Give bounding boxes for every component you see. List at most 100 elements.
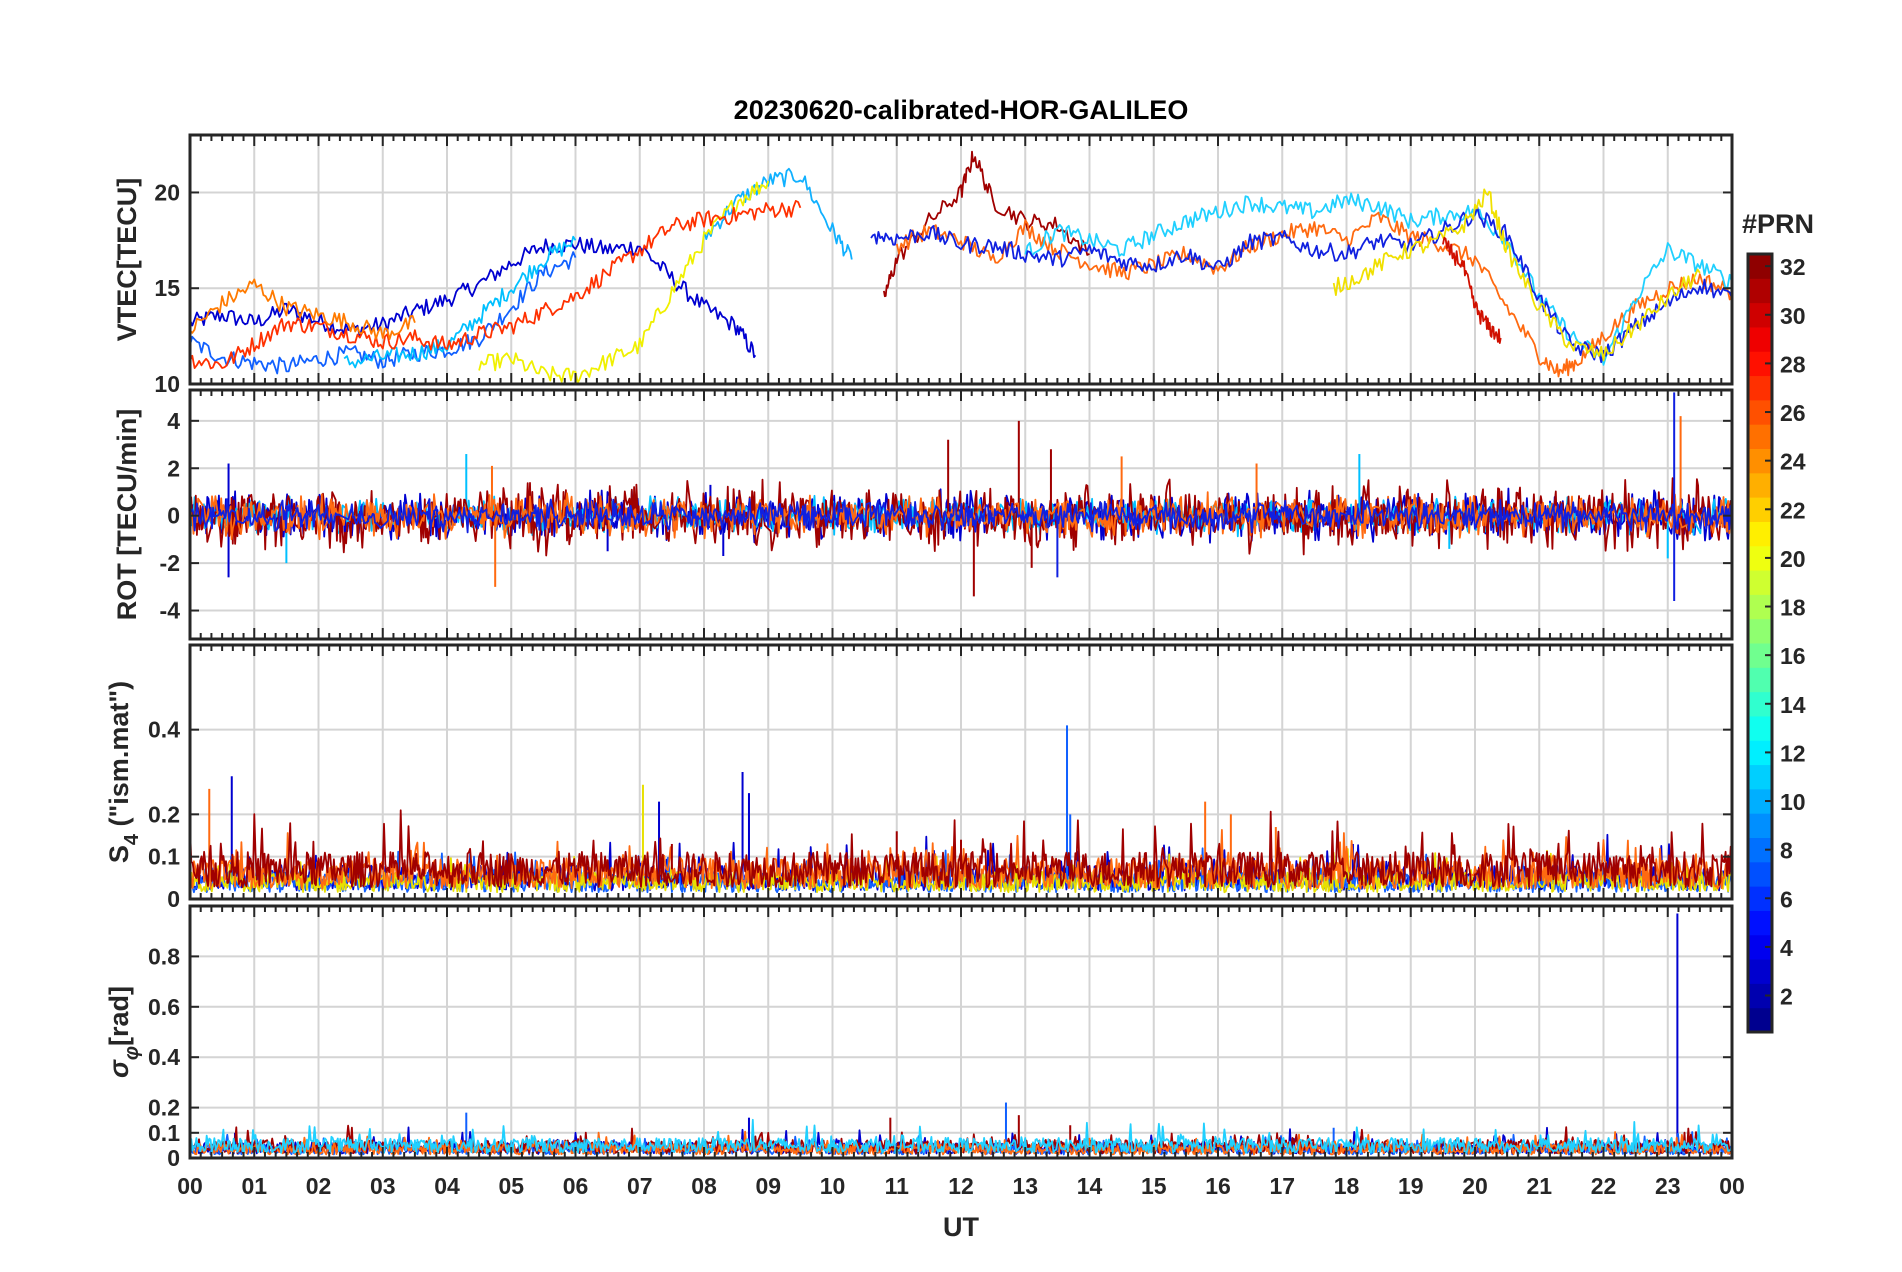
chart-title: 20230620-calibrated-HOR-GALILEO [734,95,1189,125]
x-tick-label: 19 [1398,1173,1424,1199]
x-axis-label: UT [943,1212,979,1242]
colorbar-tick-label: 16 [1780,643,1806,669]
y-tick-label: 0.8 [148,943,180,969]
x-tick-label: 12 [948,1173,974,1199]
x-tick-label: 17 [1269,1173,1295,1199]
colorbar: 32 30 28 26 24 22 20 18 16 14 12 10 8 6 4 2 #PRN [1742,209,1814,1034]
x-tick-label: 07 [627,1173,653,1199]
colorbar-tick-label: 6 [1780,886,1793,912]
colorbar-segment [1748,472,1772,498]
y-tick-label: -2 [160,550,180,576]
series-line-prn-9 [190,251,577,375]
x-tick-label: 21 [1526,1173,1552,1199]
colorbar-segment [1748,667,1772,693]
y-axis-label: σφ[rad] [104,986,143,1078]
colorbar-segment [1748,715,1772,741]
y-tick-label: 0.1 [148,1120,180,1146]
colorbar-tick-label: 8 [1780,838,1793,864]
y-axis-label-rest: ("ism.mat") [104,681,134,834]
y-tick-label: 0 [167,1145,180,1171]
colorbar-tick-label: 20 [1780,546,1806,572]
colorbar-segment [1748,861,1772,887]
series-line-prn-25 [190,829,1732,890]
y-tick-label: 2 [167,455,180,481]
colorbar-tick-label: 28 [1780,351,1806,377]
y-tick-label: 0.6 [148,994,180,1020]
y-tick-label: 0.2 [148,1095,180,1121]
colorbar-segment [1748,570,1772,595]
x-tick-label: 23 [1655,1173,1681,1199]
series-line-prn-31 [883,150,1090,298]
colorbar-tick-label: 12 [1780,740,1806,766]
colorbar-segment [1748,764,1772,790]
colorbar-tick-label: 10 [1780,789,1806,815]
x-tick-label: 16 [1205,1173,1231,1199]
y-axis-label-rest: [rad] [104,986,134,1046]
y-axis-label: VTEC[TECU] [112,178,142,342]
colorbar-frame [1746,252,1774,1034]
series-line-prn-20 [478,180,770,384]
series-line-prn-5 [190,236,757,359]
colorbar-tick-label: 24 [1780,449,1806,475]
series-group [190,392,1732,602]
colorbar-tick-label: 2 [1780,984,1793,1010]
x-tick-label: 01 [241,1173,267,1199]
x-tick-label: 18 [1334,1173,1360,1199]
series-line-prn-27 [190,200,802,370]
x-tick-label: 06 [563,1173,589,1199]
x-tick-label: 10 [820,1173,846,1199]
series-line-prn-20 [1332,188,1701,362]
y-tick-label: 15 [154,275,180,301]
colorbar-segment [1748,326,1772,352]
y-axis-label: ROT [TECU/min] [112,409,142,620]
x-tick-label: 20 [1462,1173,1488,1199]
x-tick-label: 11 [885,1173,910,1199]
series-line-prn-6 [190,497,1732,535]
y-axis-label: S4 ("ism.mat") [104,681,143,863]
x-tick-label: 00 [177,1173,203,1199]
x-tick-label: 03 [370,1173,396,1199]
panel-rot: -4 -2 0 2 4 ROT [TECU/min] [112,388,1734,641]
x-tick-label: 08 [691,1173,717,1199]
y-axis-label-main: S [104,845,134,863]
x-tick-label: 15 [1141,1173,1167,1199]
x-tick-label: 05 [498,1173,524,1199]
y-axis-label-main: σ [104,1059,134,1078]
panel-s4: 00.10.20.4S4 ("ism.mat") [104,643,1734,912]
colorbar-segment [1748,278,1772,304]
panel-vtec: 10 15 20 VTEC[TECU] [112,133,1734,397]
colorbar-segment [1748,424,1772,449]
series-line-prn-25 [190,278,416,340]
y-tick-label: 4 [167,408,180,434]
y-tick-label: 0.2 [148,801,180,827]
x-tick-label: 00 [1719,1173,1745,1199]
colorbar-tick-label: 26 [1780,400,1806,426]
y-tick-label: 20 [154,179,180,205]
y-tick-label: 10 [154,371,180,397]
x-tick-label: 04 [434,1173,460,1199]
series-line-prn-29 [1442,236,1502,344]
series-line-prn-12 [190,1118,1732,1154]
colorbar-segment [1748,521,1772,547]
colorbar-tick-label: 30 [1780,303,1806,329]
colorbar-tick-label: 18 [1780,595,1806,621]
series-group [190,150,1732,384]
colorbar-segment [1748,813,1772,838]
series-line-prn-11 [703,167,853,260]
colorbar-tick-label: 14 [1780,692,1806,718]
colorbar-segment [1748,1007,1772,1033]
y-axis-label-sub: 4 [121,833,143,845]
y-tick-label: -4 [160,598,181,624]
x-tick-label: 14 [1077,1173,1103,1199]
x-tick-label: 02 [306,1173,332,1199]
colorbar-label: #PRN [1742,209,1814,239]
series-line-prn-12 [1024,192,1732,366]
y-tick-label: 0 [167,503,180,529]
colorbar-tick-label: 22 [1780,497,1806,523]
colorbar-segment [1748,618,1772,644]
colorbar-segment [1748,375,1772,401]
colorbar-tick-label: 32 [1780,254,1806,280]
series-line-prn-11 [343,235,577,369]
